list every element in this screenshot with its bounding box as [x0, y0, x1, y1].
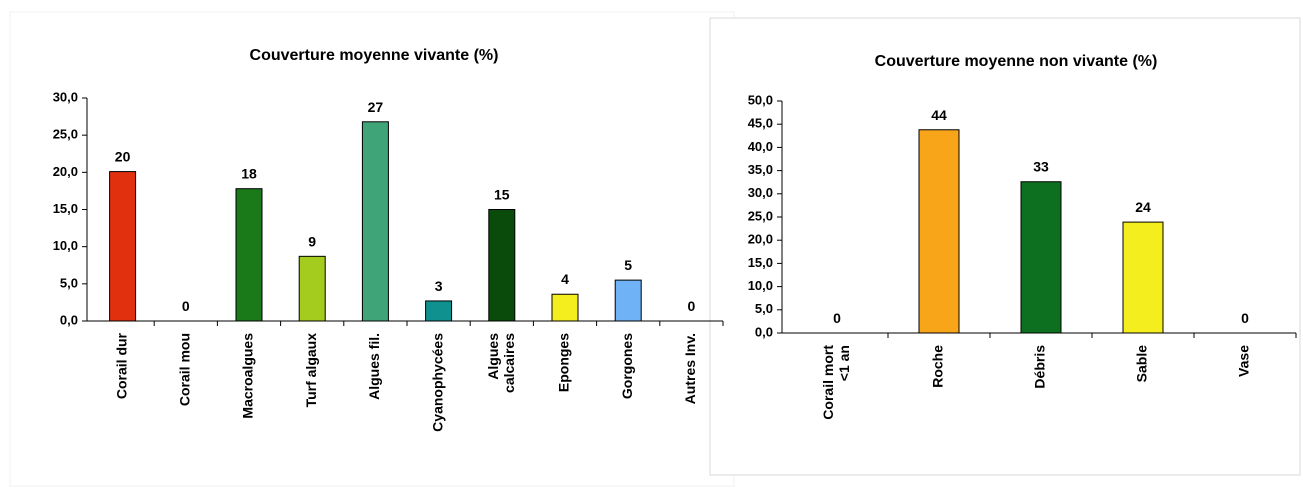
x-tick-label: Turf algaux [303, 333, 319, 408]
x-tick-group: Corail mou [177, 333, 193, 406]
y-tick-label: 20,0 [53, 164, 78, 179]
x-tick-group: Vase [1236, 345, 1252, 377]
bar [551, 293, 579, 322]
y-tick-label: 45,0 [748, 116, 773, 131]
x-tick-label: Cyanophycées [429, 333, 445, 432]
x-tick-label: Eponges [556, 333, 572, 392]
x-tick-group: Corail mort<1 an [820, 345, 852, 420]
y-tick-label: 35,0 [748, 162, 773, 177]
y-tick-label: 15,0 [53, 201, 78, 216]
x-tick-group: Corail dur [113, 332, 129, 399]
x-tick-label: Corail dur [113, 332, 129, 399]
x-tick-label: Macroalgues [240, 333, 256, 419]
bar [235, 188, 263, 322]
x-tick-group: Macroalgues [240, 333, 256, 419]
value-label: 4 [561, 271, 569, 287]
value-label: 5 [624, 257, 632, 273]
value-label: 33 [1033, 159, 1049, 175]
panel [709, 17, 1301, 476]
chart-title: Couverture moyenne non vivante (%) [875, 53, 1158, 70]
bar [361, 121, 389, 322]
x-tick-group: Algues fil. [366, 333, 382, 400]
y-tick-label: 10,0 [53, 238, 78, 253]
x-tick-group: Cyanophycées [429, 333, 445, 432]
x-tick-group: Sable [1134, 345, 1150, 383]
y-tick-label: 30,0 [53, 89, 78, 104]
value-label: 44 [931, 107, 947, 123]
y-tick-label: 10,0 [748, 278, 773, 293]
y-tick-label: 5,0 [755, 301, 773, 316]
x-tick-label: Gorgones [619, 333, 635, 399]
x-tick-group: Débris [1032, 345, 1048, 389]
value-label: 24 [1135, 199, 1151, 215]
y-tick-label: 50,0 [748, 92, 773, 107]
bar [1020, 181, 1062, 334]
bar [1122, 221, 1164, 334]
x-tick-label: Vase [1236, 345, 1252, 377]
value-label: 3 [435, 278, 443, 294]
bar [488, 209, 516, 322]
value-label: 0 [688, 298, 696, 314]
value-label: 20 [115, 149, 131, 165]
y-tick-label: 20,0 [748, 232, 773, 247]
value-label: 0 [1241, 310, 1249, 326]
bar [918, 129, 960, 334]
x-tick-label: Algues fil. [366, 333, 382, 400]
y-tick-label: 5,0 [60, 275, 78, 290]
bar [109, 171, 137, 322]
x-tick-label: Corail mou [177, 333, 193, 406]
x-tick-label: Autres Inv. [682, 333, 698, 404]
x-tick-label: Corail mort<1 an [820, 345, 852, 420]
bar [614, 279, 642, 322]
x-tick-group: Gorgones [619, 333, 635, 399]
y-tick-label: 30,0 [748, 185, 773, 200]
bar [298, 255, 326, 322]
y-tick-label: 25,0 [53, 127, 78, 142]
y-tick-label: 15,0 [748, 255, 773, 270]
y-tick-label: 25,0 [748, 208, 773, 223]
x-tick-group: Turf algaux [303, 333, 319, 408]
value-label: 9 [308, 233, 316, 249]
x-tick-label: Roche [930, 345, 946, 388]
bar [425, 300, 453, 322]
x-tick-label: Sable [1134, 345, 1150, 383]
y-tick-label: 40,0 [748, 139, 773, 154]
y-tick-label: 0,0 [755, 324, 773, 339]
x-tick-group: Eponges [556, 333, 572, 392]
value-label: 15 [494, 187, 510, 203]
x-tick-group: Roche [930, 345, 946, 388]
value-label: 0 [182, 298, 190, 314]
x-tick-label: Débris [1032, 345, 1048, 389]
value-label: 18 [241, 166, 257, 182]
chart-title: Couverture moyenne vivante (%) [250, 47, 499, 64]
value-label: 0 [833, 310, 841, 326]
x-tick-label: Alguescalcaires [485, 333, 517, 393]
x-tick-group: Alguescalcaires [485, 333, 517, 393]
value-label: 27 [368, 99, 384, 115]
y-tick-label: 0,0 [60, 312, 78, 327]
x-tick-group: Autres Inv. [682, 333, 698, 404]
